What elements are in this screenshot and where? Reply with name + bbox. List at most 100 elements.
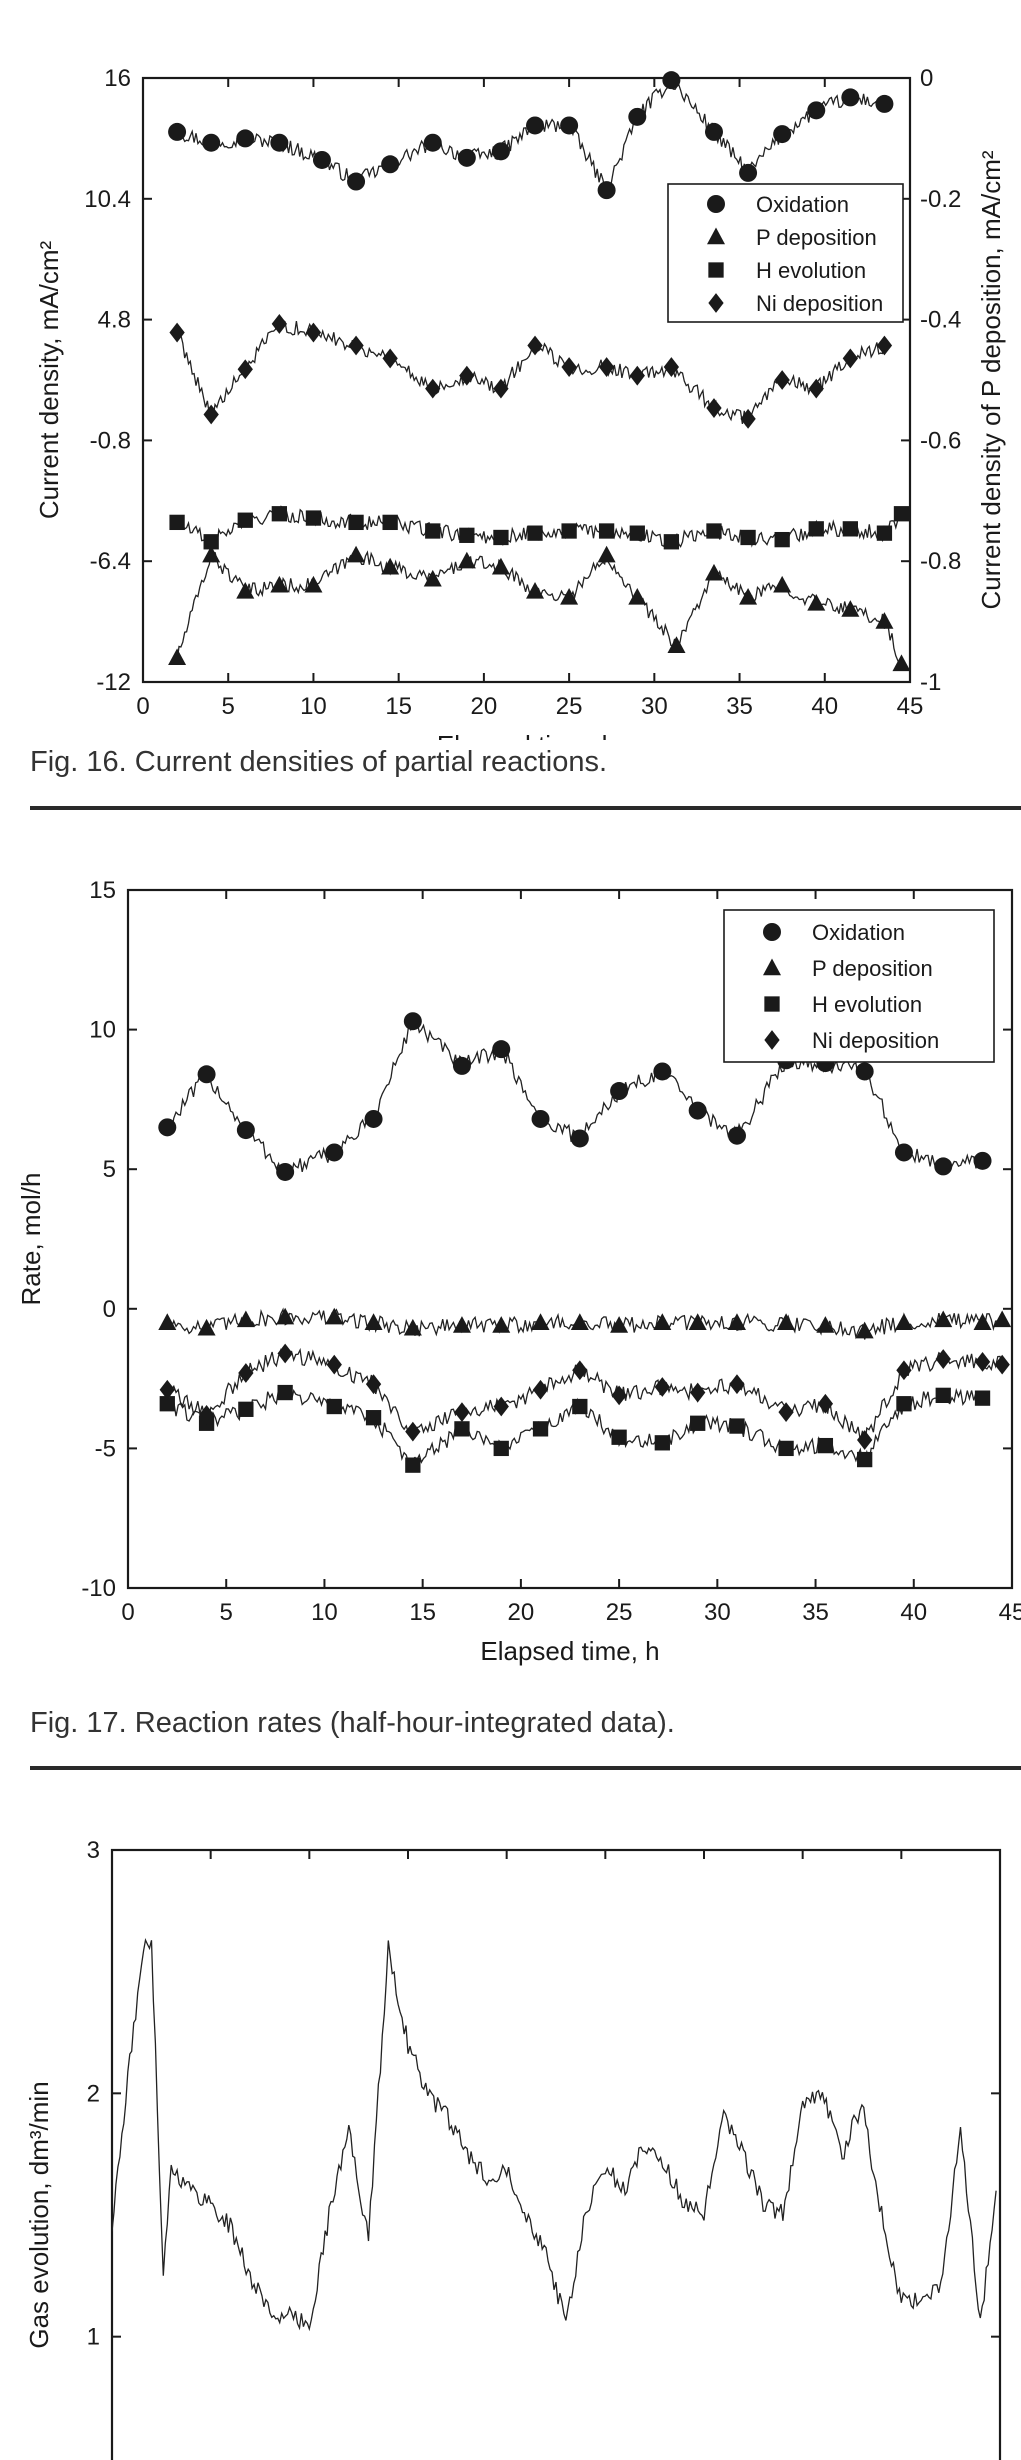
data-point (493, 378, 509, 399)
data-point (729, 1374, 745, 1395)
data-point (740, 408, 756, 429)
y-tick-label: 15 (89, 877, 116, 904)
figure-17: 0 5 10 15 20 25 30 35 40 45 15 10 5 0 -5 -10 Elapsed tim… (0, 858, 1021, 1698)
data-point (347, 172, 366, 191)
y-tick-label: 0 (103, 1296, 116, 1323)
y-tick-label-right: 0 (920, 65, 933, 92)
data-point (875, 612, 894, 629)
data-point (158, 1118, 177, 1137)
data-point (727, 1313, 746, 1330)
data-point (894, 1143, 913, 1162)
legend: Oxidation P deposition H evolution Ni depos… (723, 909, 995, 1063)
plot-frame (110, 1848, 1002, 2460)
series-line (166, 1307, 1003, 1340)
data-point (570, 1313, 589, 1330)
data-point (452, 1056, 471, 1075)
data-point (778, 1402, 794, 1423)
data-point (423, 133, 442, 152)
legend-label: Oxidation (812, 920, 905, 945)
data-point (276, 1307, 295, 1325)
data-point (704, 122, 723, 141)
data-point (935, 1349, 951, 1369)
data-point (491, 557, 510, 575)
x-tick-label: 5 (220, 1599, 233, 1626)
y-tick-label: -12 (96, 669, 131, 696)
data-point (305, 510, 322, 526)
x-axis-title: Elapsed time, h (480, 1636, 659, 1666)
data-point (452, 1316, 471, 1333)
y-tick-label: -10 (81, 1575, 116, 1602)
data-point (654, 1377, 670, 1397)
data-point (326, 1354, 342, 1375)
x-tick-label: 45 (897, 693, 924, 720)
data-point (382, 514, 398, 531)
x-tick-label: 20 (508, 1599, 535, 1626)
data-point (168, 122, 187, 141)
data-point (706, 398, 722, 418)
data-point (526, 116, 545, 135)
data-point (271, 314, 288, 334)
series-p-deposition (168, 545, 911, 672)
x-tick-label: 45 (999, 1599, 1021, 1626)
figure-16-caption: Fig. 16. Current densities of partial re… (30, 746, 608, 778)
plot-frame (141, 76, 912, 684)
series-p-deposition (158, 1307, 1012, 1340)
data-point (807, 594, 826, 611)
data-point (236, 1121, 255, 1140)
data-point (740, 529, 756, 546)
data-point (238, 1401, 254, 1417)
data-point (570, 1129, 589, 1148)
data-point (531, 1313, 550, 1330)
data-point (270, 133, 289, 152)
data-point (158, 1313, 177, 1330)
legend-marker (707, 195, 725, 213)
data-point (348, 335, 364, 356)
data-point (817, 1393, 834, 1414)
data-point (690, 1415, 706, 1431)
data-point (527, 525, 543, 541)
data-point (197, 1065, 216, 1084)
data-point (381, 155, 400, 174)
plot-frame (126, 888, 1014, 1590)
data-point (662, 71, 681, 90)
figure-17-caption: Fig. 17. Reaction rates (half-hour-integ… (30, 1707, 675, 1739)
data-point (629, 525, 645, 541)
data-point (841, 88, 860, 107)
data-point (304, 575, 323, 593)
data-point (237, 359, 253, 380)
data-point (974, 1390, 991, 1406)
data-point (425, 378, 441, 399)
data-point (457, 148, 476, 167)
y-tick-label-right: -0.6 (920, 427, 961, 454)
data-point (491, 142, 510, 161)
data-point (855, 1321, 874, 1339)
data-point (876, 525, 893, 541)
data-point (857, 1451, 873, 1468)
data-point (572, 1360, 588, 1381)
data-point (454, 1402, 470, 1423)
data-point (159, 1396, 175, 1412)
series-line (176, 550, 902, 668)
data-point (236, 581, 255, 599)
x-tick-label: 15 (409, 1599, 436, 1626)
y-tick-label: -5 (95, 1435, 116, 1462)
data-point (934, 1310, 953, 1328)
data-point (168, 648, 187, 666)
y-tick-label: 1 (87, 2324, 100, 2351)
data-point (459, 527, 475, 543)
data-point (493, 1440, 509, 1457)
data-point (808, 521, 824, 537)
figure-17-chart: 0 5 10 15 20 25 30 35 40 45 15 10 5 0 -5 -10 Elapsed tim… (16, 877, 1021, 1666)
data-point (611, 1429, 627, 1445)
data-point (663, 357, 680, 377)
x-tick-label: 40 (811, 693, 838, 720)
data-point (896, 1396, 912, 1412)
series-line (166, 1347, 1003, 1448)
data-point (817, 1437, 834, 1454)
data-point (653, 1313, 672, 1330)
data-point (841, 600, 860, 617)
data-point (423, 569, 442, 587)
x-tick-label: 5 (222, 693, 235, 720)
y-axis-title: Rate, mol/h (16, 1173, 46, 1306)
x-tick-label: 35 (802, 1599, 829, 1626)
